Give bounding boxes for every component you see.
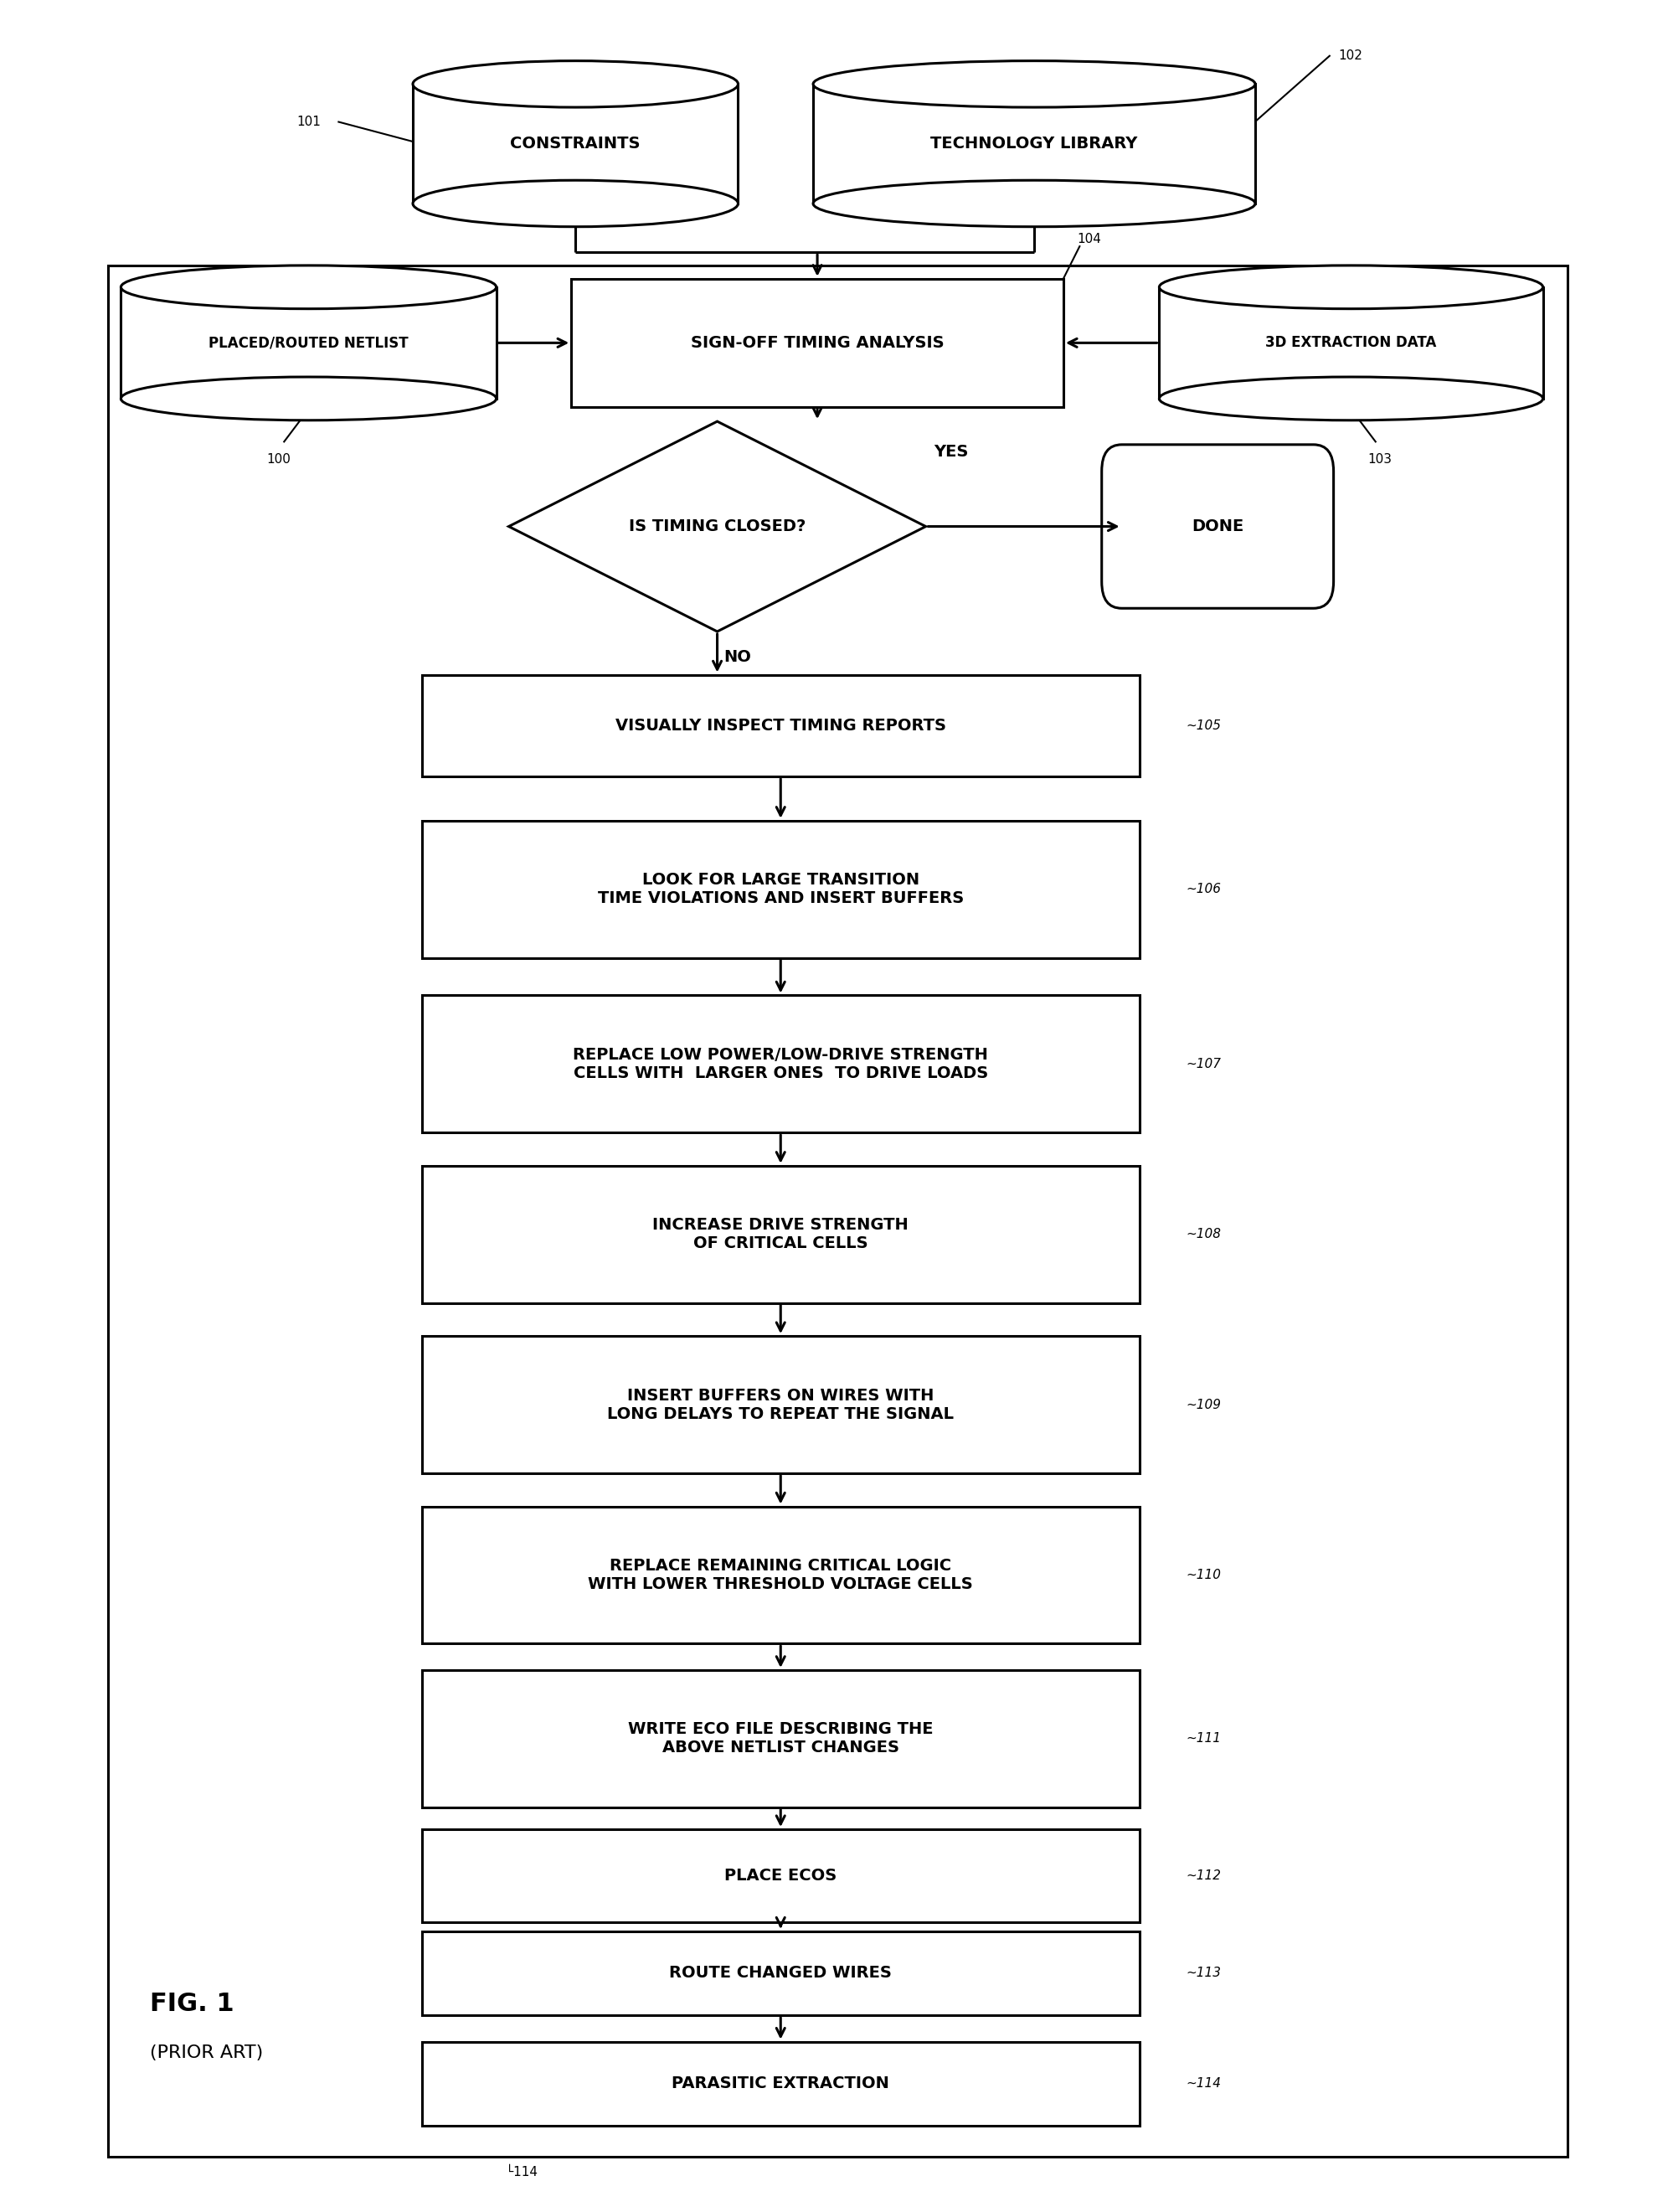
Ellipse shape <box>814 179 1256 228</box>
Text: CONSTRAINTS: CONSTRAINTS <box>510 135 641 153</box>
Text: REPLACE LOW POWER/LOW-DRIVE STRENGTH
CELLS WITH  LARGER ONES  TO DRIVE LOADS: REPLACE LOW POWER/LOW-DRIVE STRENGTH CEL… <box>574 1046 987 1082</box>
Text: PLACED/ROUTED NETLIST: PLACED/ROUTED NETLIST <box>208 336 409 349</box>
Text: └114: └114 <box>505 2166 537 2179</box>
Text: REPLACE REMAINING CRITICAL LOGIC
WITH LOWER THRESHOLD VOLTAGE CELLS: REPLACE REMAINING CRITICAL LOGIC WITH LO… <box>589 1557 972 1593</box>
Bar <box>422 2042 1139 2126</box>
Text: ~107: ~107 <box>1186 1057 1221 1071</box>
Bar <box>412 84 737 204</box>
Text: LOOK FOR LARGE TRANSITION
TIME VIOLATIONS AND INSERT BUFFERS: LOOK FOR LARGE TRANSITION TIME VIOLATION… <box>597 872 964 907</box>
Bar <box>422 1931 1139 2015</box>
Text: 3D EXTRACTION DATA: 3D EXTRACTION DATA <box>1266 336 1436 349</box>
Text: ~114: ~114 <box>1186 2077 1221 2090</box>
Text: 102: 102 <box>1338 49 1363 62</box>
Text: VISUALLY INSPECT TIMING REPORTS: VISUALLY INSPECT TIMING REPORTS <box>615 717 946 734</box>
Bar <box>1159 288 1543 398</box>
Bar <box>108 265 1568 2157</box>
Text: 101: 101 <box>297 115 320 128</box>
Bar <box>422 1336 1139 1473</box>
Ellipse shape <box>814 60 1256 106</box>
Bar <box>120 288 497 398</box>
Text: YES: YES <box>934 445 969 460</box>
Text: TECHNOLOGY LIBRARY: TECHNOLOGY LIBRARY <box>931 135 1138 153</box>
Text: IS TIMING CLOSED?: IS TIMING CLOSED? <box>629 518 806 535</box>
Text: WRITE ECO FILE DESCRIBING THE
ABOVE NETLIST CHANGES: WRITE ECO FILE DESCRIBING THE ABOVE NETL… <box>629 1721 932 1756</box>
Text: ~106: ~106 <box>1186 883 1221 896</box>
Ellipse shape <box>1159 376 1543 420</box>
Text: 104: 104 <box>1078 232 1101 246</box>
Text: 103: 103 <box>1368 453 1393 467</box>
Text: ~108: ~108 <box>1186 1228 1221 1241</box>
Text: NO: NO <box>724 650 751 666</box>
Text: 100: 100 <box>267 453 290 467</box>
FancyBboxPatch shape <box>1101 445 1334 608</box>
Ellipse shape <box>120 376 497 420</box>
Text: ~111: ~111 <box>1186 1732 1221 1745</box>
Bar <box>422 1670 1139 1807</box>
Text: ~110: ~110 <box>1186 1568 1221 1582</box>
Ellipse shape <box>412 179 737 228</box>
Ellipse shape <box>412 60 737 106</box>
Bar <box>814 84 1254 204</box>
Text: PLACE ECOS: PLACE ECOS <box>724 1867 837 1885</box>
Text: ROUTE CHANGED WIRES: ROUTE CHANGED WIRES <box>669 1964 892 1982</box>
Bar <box>570 279 1064 407</box>
Text: PARASITIC EXTRACTION: PARASITIC EXTRACTION <box>672 2075 889 2093</box>
Text: SIGN-OFF TIMING ANALYSIS: SIGN-OFF TIMING ANALYSIS <box>691 334 944 352</box>
Bar <box>422 1166 1139 1303</box>
Text: DONE: DONE <box>1191 518 1244 535</box>
Bar <box>422 821 1139 958</box>
Text: INCREASE DRIVE STRENGTH
OF CRITICAL CELLS: INCREASE DRIVE STRENGTH OF CRITICAL CELL… <box>652 1217 909 1252</box>
Bar <box>422 1506 1139 1644</box>
Ellipse shape <box>1159 265 1543 310</box>
Text: ~112: ~112 <box>1186 1869 1221 1882</box>
Ellipse shape <box>120 265 497 310</box>
Bar <box>422 1829 1139 1922</box>
Text: ~105: ~105 <box>1186 719 1221 732</box>
Bar <box>422 675 1139 776</box>
Text: INSERT BUFFERS ON WIRES WITH
LONG DELAYS TO REPEAT THE SIGNAL: INSERT BUFFERS ON WIRES WITH LONG DELAYS… <box>607 1387 954 1422</box>
Polygon shape <box>509 422 926 633</box>
Text: ~109: ~109 <box>1186 1398 1221 1411</box>
Text: (PRIOR ART): (PRIOR ART) <box>150 2044 264 2062</box>
Bar <box>422 995 1139 1133</box>
Text: FIG. 1: FIG. 1 <box>150 1993 235 2015</box>
Text: ~113: ~113 <box>1186 1966 1221 1980</box>
